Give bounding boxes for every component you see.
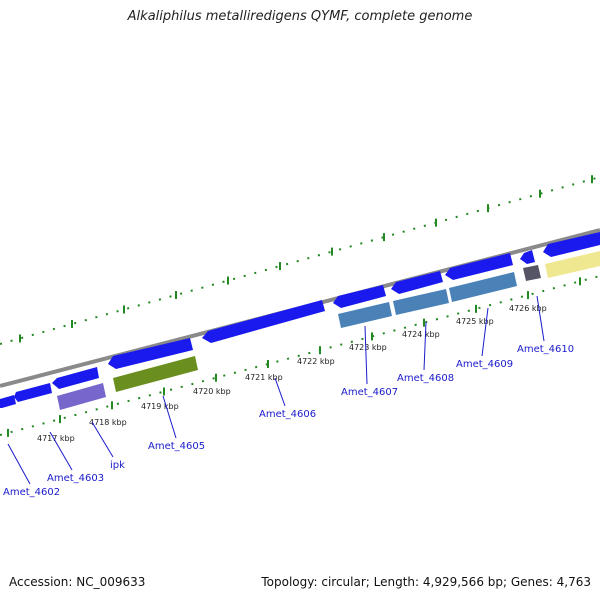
reverse-strand-genes bbox=[57, 251, 600, 410]
gene-box-purple bbox=[57, 383, 106, 410]
kbp-tick-label: 4717 kbp bbox=[37, 434, 75, 443]
gene-arrow bbox=[333, 285, 386, 308]
forward-strand-genes bbox=[0, 232, 600, 408]
gene-label-amet-4605: Amet_4605 bbox=[148, 441, 205, 452]
leader-line bbox=[162, 395, 177, 439]
leader-line bbox=[364, 325, 368, 385]
leader-line bbox=[423, 321, 427, 371]
gene-label-amet-4602: Amet_4602 bbox=[3, 487, 60, 498]
gene-arrow bbox=[391, 271, 443, 294]
gene-label-amet-4607: Amet_4607 bbox=[341, 387, 398, 398]
gene-label-amet-4610: Amet_4610 bbox=[517, 344, 574, 355]
gene-arrow bbox=[0, 395, 16, 408]
gene-arrow bbox=[14, 383, 52, 402]
gene-label-ipk: ipk bbox=[110, 460, 125, 471]
gene-arrow bbox=[543, 232, 600, 257]
accession-label: Accession: NC_009633 bbox=[9, 575, 146, 589]
gene-labels: Amet_4602 Amet_4603 ipk Amet_4605 Amet_4… bbox=[3, 344, 574, 498]
gene-box-olive bbox=[113, 356, 198, 392]
kbp-tick-labels: 4717 kbp 4718 kbp 4719 kbp 4720 kbp 4721… bbox=[37, 304, 547, 443]
outer-tick-ring bbox=[0, 175, 600, 345]
gene-box-steelblue bbox=[338, 302, 392, 328]
gene-box-yellow bbox=[545, 251, 600, 278]
kbp-tick-label: 4726 kbp bbox=[509, 304, 547, 313]
gene-label-amet-4603: Amet_4603 bbox=[47, 473, 104, 484]
kbp-tick-label: 4725 kbp bbox=[456, 317, 494, 326]
kbp-tick-label: 4722 kbp bbox=[297, 357, 335, 366]
gene-arrow bbox=[108, 338, 193, 369]
inner-tick-ring bbox=[0, 275, 600, 437]
map-title: Alkaliphilus metalliredigens QYMF, compl… bbox=[127, 9, 473, 24]
gene-box-steelblue bbox=[393, 289, 449, 315]
gene-box-steelblue bbox=[449, 272, 517, 302]
genome-stats-label: Topology: circular; Length: 4,929,566 bp… bbox=[261, 575, 591, 589]
gene-arrow bbox=[520, 250, 535, 264]
leader-line bbox=[274, 377, 286, 407]
gene-label-amet-4608: Amet_4608 bbox=[397, 373, 454, 384]
gene-arrow bbox=[445, 253, 513, 280]
gene-label-leaders bbox=[7, 295, 545, 485]
leader-line bbox=[481, 307, 489, 357]
gene-box-grey bbox=[523, 265, 541, 281]
leader-line bbox=[49, 431, 73, 471]
leader-line bbox=[7, 443, 31, 485]
kbp-tick-label: 4724 kbp bbox=[402, 330, 440, 339]
kbp-tick-label: 4721 kbp bbox=[245, 373, 283, 382]
kbp-tick-label: 4719 kbp bbox=[141, 402, 179, 411]
kbp-tick-label: 4723 kbp bbox=[349, 343, 387, 352]
kbp-tick-label: 4718 kbp bbox=[89, 418, 127, 427]
leader-line bbox=[91, 421, 114, 458]
gene-label-amet-4609: Amet_4609 bbox=[456, 359, 513, 370]
gene-arrow bbox=[202, 300, 325, 343]
gene-label-amet-4606: Amet_4606 bbox=[259, 409, 316, 420]
kbp-tick-label: 4720 kbp bbox=[193, 387, 231, 396]
gene-arrow bbox=[52, 367, 99, 389]
leader-line bbox=[536, 295, 545, 342]
